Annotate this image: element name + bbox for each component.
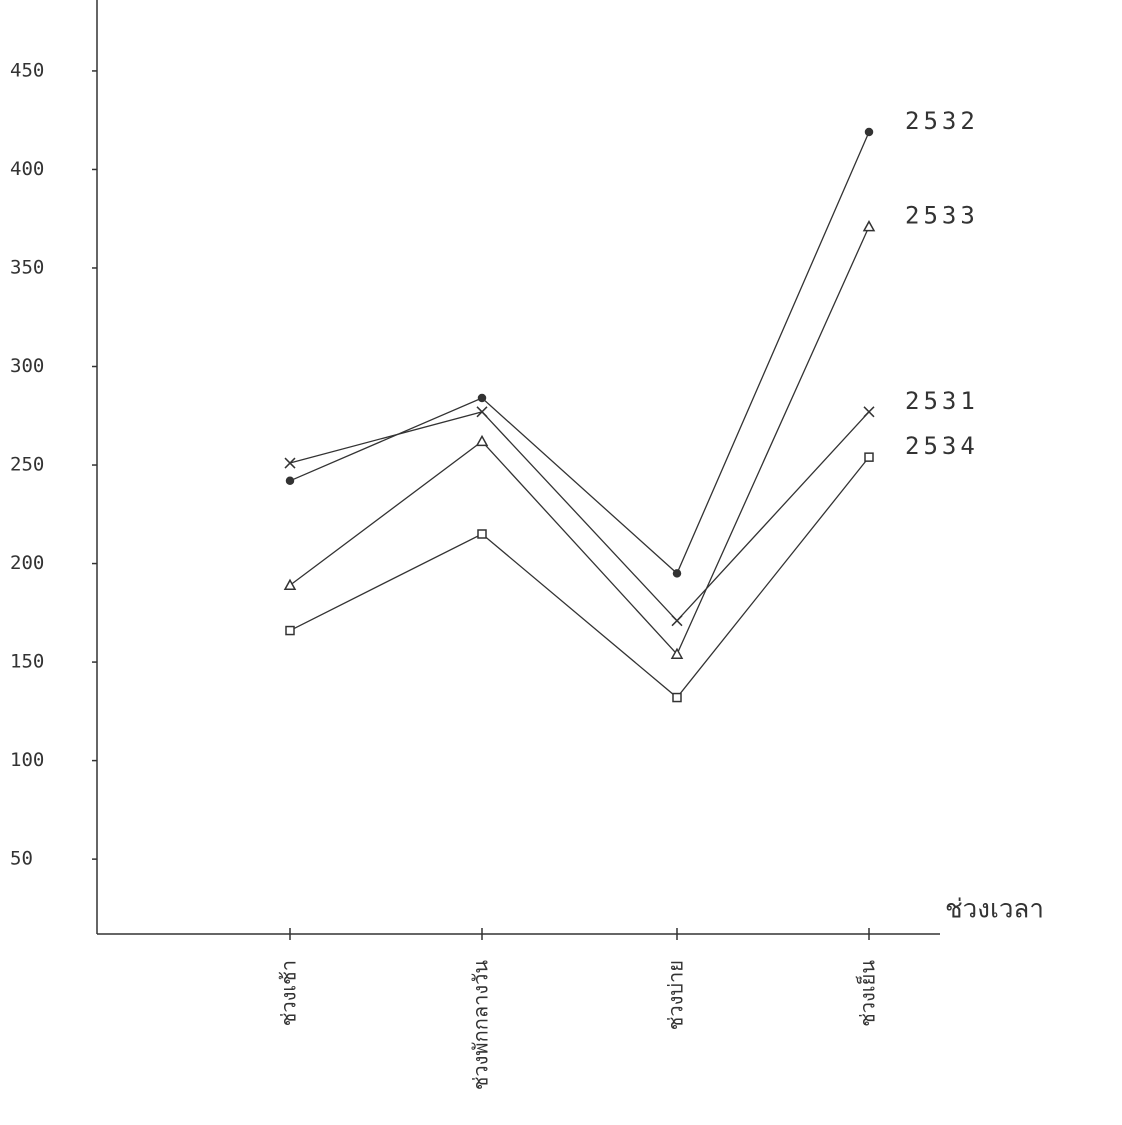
point — [285, 625, 295, 636]
point — [671, 615, 683, 627]
series-line — [289, 131, 870, 575]
y-tick-label: 150 — [10, 651, 44, 673]
point — [475, 434, 489, 447]
point — [477, 529, 487, 539]
point — [284, 457, 296, 469]
series-label: 2533 — [905, 202, 979, 230]
point — [672, 569, 682, 578]
y-tick-label: 100 — [10, 749, 44, 771]
point — [864, 452, 874, 462]
y-tick-label: 450 — [10, 59, 44, 81]
y-tick-label: 350 — [10, 256, 44, 278]
point — [477, 393, 487, 403]
series-line — [289, 456, 870, 699]
x-axis-label: ช่วงเวลา — [945, 895, 1044, 925]
y-tick-label: 250 — [10, 454, 44, 476]
series-label: 2531 — [905, 387, 979, 415]
x-tick-label: ช่วงพักกลางวัน — [469, 960, 493, 1090]
x-tick-label: ช่วงบ่าย — [664, 960, 688, 1030]
point — [285, 476, 295, 486]
y-tick-label: 50 — [10, 848, 33, 870]
series-label: 2534 — [905, 432, 979, 460]
y-tick-label: 200 — [10, 552, 44, 574]
series-line — [289, 411, 870, 622]
point — [864, 127, 874, 137]
point — [672, 692, 682, 703]
y-tick-label: 400 — [10, 158, 44, 180]
point — [476, 406, 488, 418]
series-line — [289, 226, 870, 656]
point — [862, 220, 876, 232]
point — [863, 406, 875, 418]
point — [283, 578, 297, 590]
point — [670, 647, 684, 659]
x-tick-label: ช่วงเช้า — [277, 960, 301, 1026]
series-label: 2532 — [905, 107, 979, 135]
y-tick-label: 300 — [10, 355, 44, 377]
x-tick-label: ช่วงเย็น — [855, 960, 880, 1027]
